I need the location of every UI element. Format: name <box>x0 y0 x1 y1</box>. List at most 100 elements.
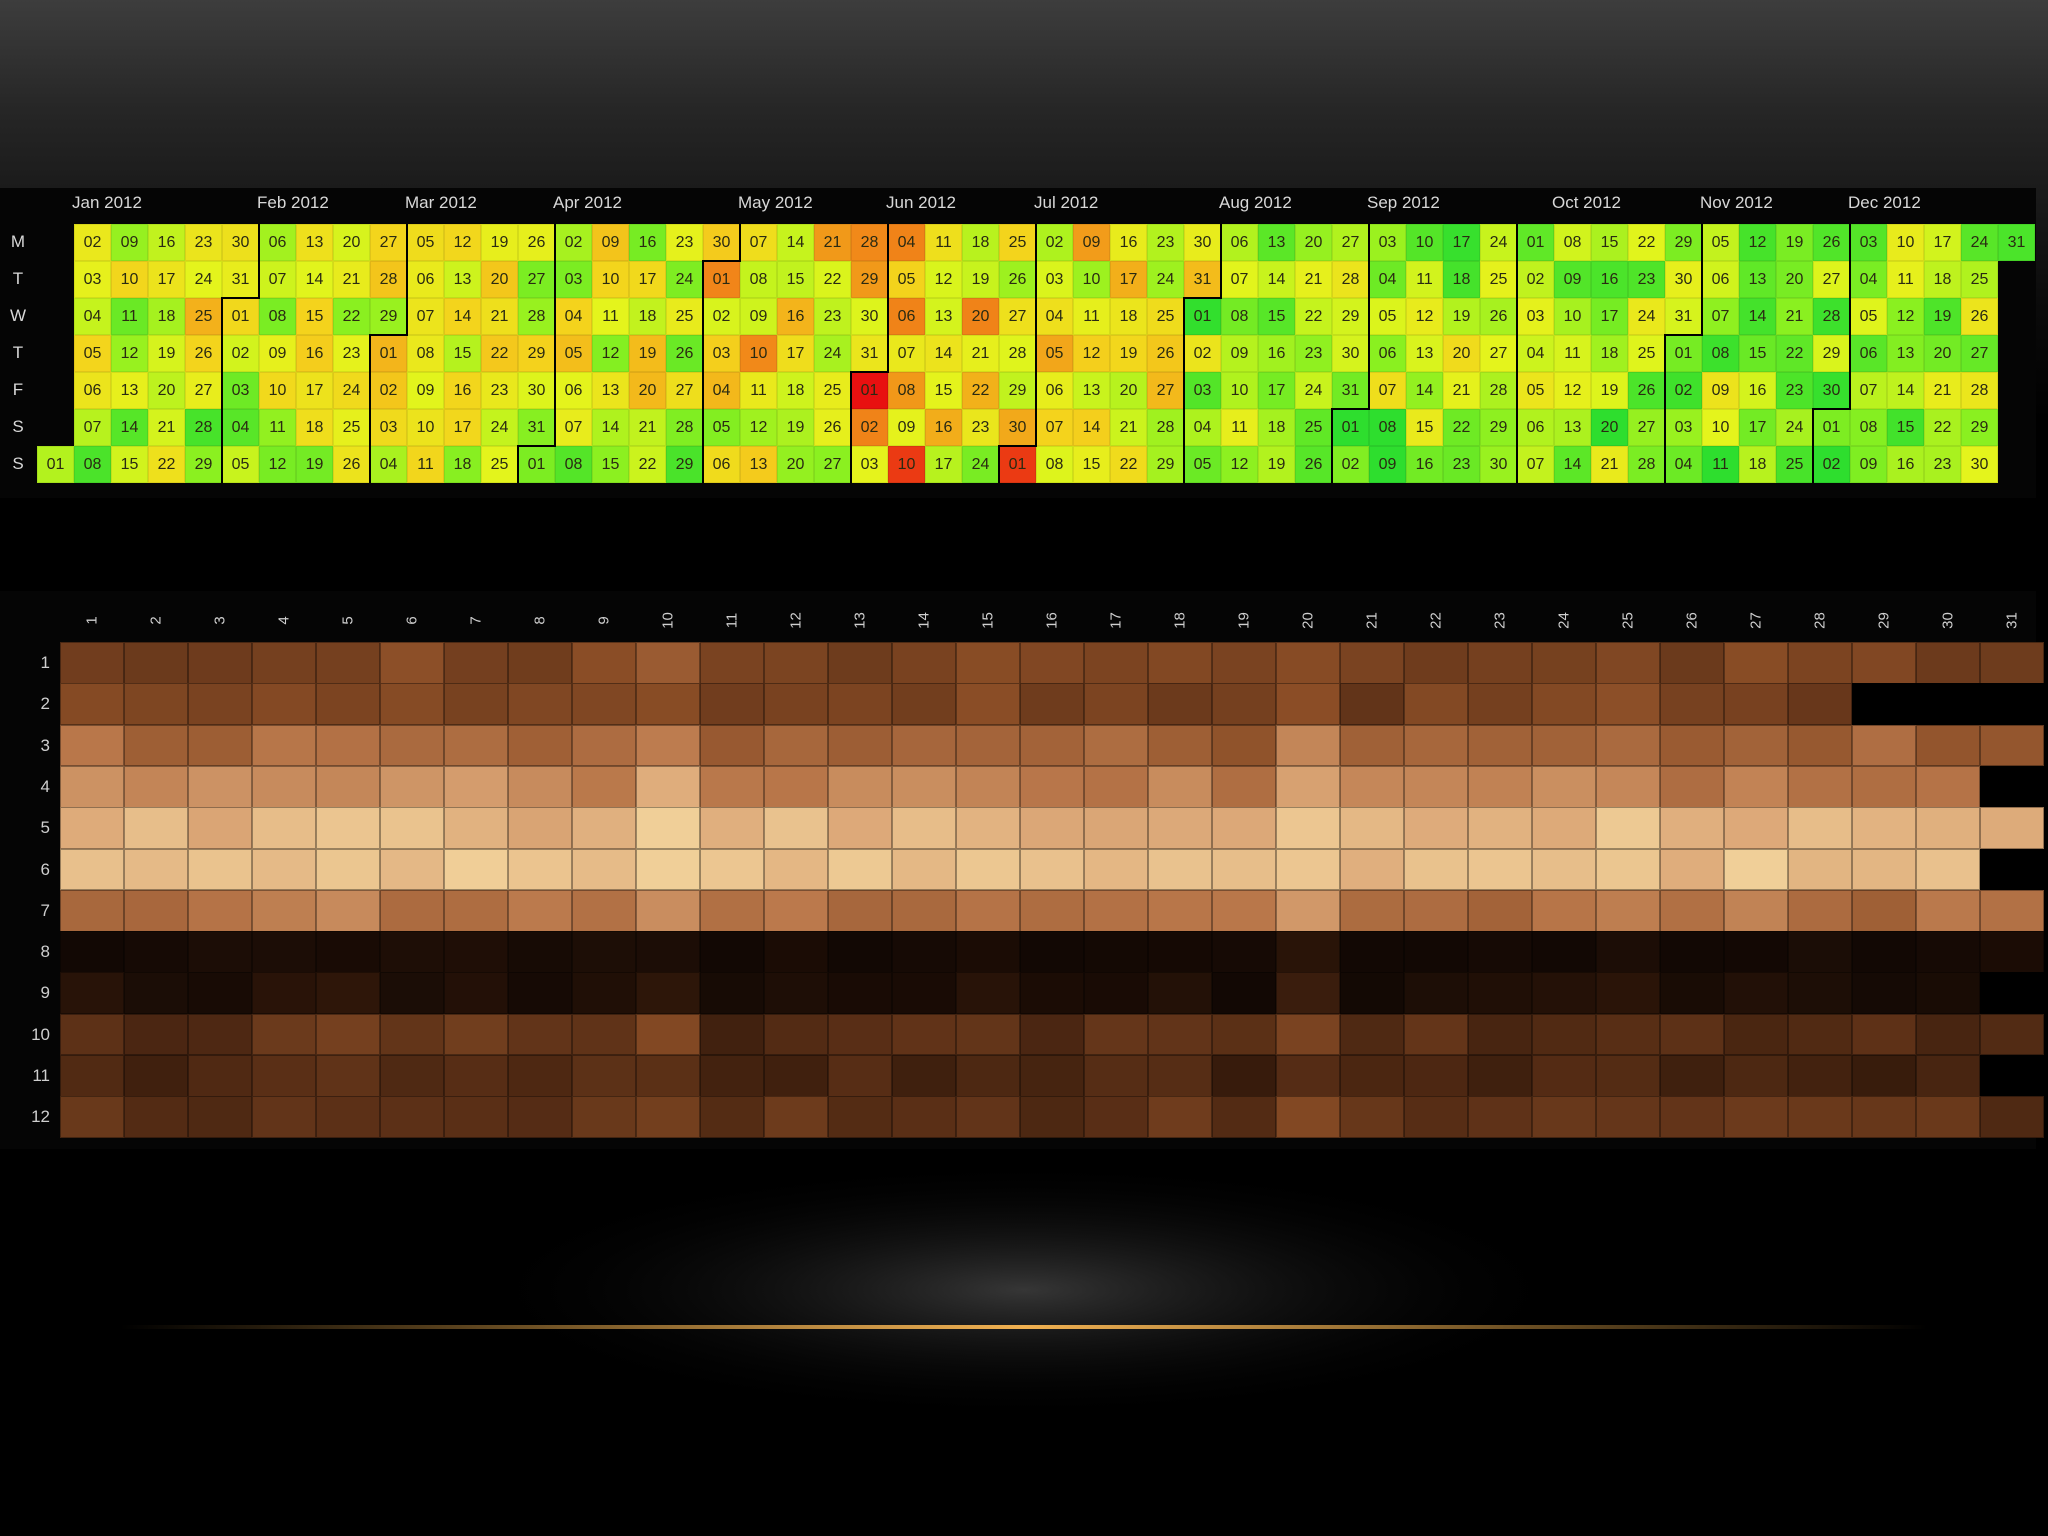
heatmap-cell <box>956 807 1020 849</box>
heatmap-cell <box>1276 931 1340 973</box>
calendar-day-cell: 15 <box>925 372 962 409</box>
calendar-day-cell: 14 <box>444 298 481 335</box>
heatmap-cell <box>1532 972 1596 1015</box>
calendar-day-cell: 29 <box>1665 224 1702 261</box>
calendar-day-cell: 06 <box>555 372 592 409</box>
calendar-day-cell: 02 <box>1517 261 1554 298</box>
heatmap-cell <box>764 1013 828 1056</box>
heatmap-cell <box>956 1096 1020 1139</box>
calendar-day-cell: 08 <box>74 446 111 483</box>
calendar-day-cell: 24 <box>1961 224 1998 261</box>
calendar-day-cell: 28 <box>1147 409 1184 446</box>
column-label: 16 <box>1043 612 1061 629</box>
heatmap-cell <box>508 807 572 849</box>
calendar-day-cell: 01 <box>999 446 1036 483</box>
calendar-day-cell: 04 <box>1517 335 1554 372</box>
heatmap-cell <box>1212 1013 1276 1056</box>
heatmap-cell <box>1148 642 1212 684</box>
calendar-day-cell: 09 <box>1073 224 1110 261</box>
heatmap-cell <box>380 724 444 767</box>
heatmap-cell <box>444 1013 508 1056</box>
heatmap-cell <box>188 1096 252 1139</box>
calendar-day-cell: 01 <box>1665 335 1702 372</box>
calendar-day-cell: 30 <box>518 372 555 409</box>
column-label: 19 <box>1235 612 1253 629</box>
calendar-day-cell: 18 <box>629 298 666 335</box>
heatmap-cell <box>764 724 828 767</box>
heatmap-cell <box>1916 972 1980 1015</box>
heatmap-cell <box>700 683 764 726</box>
column-label: 4 <box>275 616 293 625</box>
calendar-day-cell: 10 <box>592 261 629 298</box>
heatmap-cell <box>188 1013 252 1056</box>
heatmap-cell <box>700 1096 764 1139</box>
heatmap-cell <box>1660 1096 1724 1139</box>
heatmap-cell <box>252 931 316 973</box>
calendar-day-cell: 23 <box>1628 261 1665 298</box>
heatmap-cell <box>1148 1096 1212 1139</box>
calendar-day-cell: 04 <box>222 409 259 446</box>
heatmap-cell <box>700 848 764 891</box>
column-label: 7 <box>467 616 485 625</box>
month-label: Feb 2012 <box>257 193 329 212</box>
heatmap-cell <box>700 972 764 1015</box>
calendar-day-cell: 17 <box>1591 298 1628 335</box>
heatmap-cell <box>764 889 828 932</box>
heatmap-cell <box>1788 765 1852 808</box>
calendar-day-cell: 11 <box>1221 409 1258 446</box>
calendar-day-cell: 05 <box>1702 224 1739 261</box>
heatmap-cell <box>1852 683 1916 726</box>
calendar-day-cell: 23 <box>1295 335 1332 372</box>
row-label: 5 <box>40 818 50 838</box>
calendar-day-cell: 11 <box>1702 446 1739 483</box>
calendar-day-cell: 21 <box>1110 409 1147 446</box>
calendar-day-cell: 09 <box>1850 446 1887 483</box>
heatmap-cell <box>60 848 124 891</box>
heatmap-cell <box>1724 683 1788 726</box>
calendar-day-cell: 22 <box>814 261 851 298</box>
heatmap-cell <box>572 724 636 767</box>
heatmap-cell <box>892 889 956 932</box>
calendar-day-cell: 01 <box>37 446 74 483</box>
heatmap-cell <box>700 724 764 767</box>
heatmap-cell <box>188 765 252 808</box>
month-label: Nov 2012 <box>1700 193 1773 212</box>
heatmap-cell <box>316 889 380 932</box>
heatmap-cell <box>892 1055 956 1097</box>
calendar-day-cell: 09 <box>259 335 296 372</box>
heatmap-cell <box>508 972 572 1015</box>
heatmap-cell <box>1980 683 2044 726</box>
heatmap-cell <box>1020 807 1084 849</box>
heatmap-cell <box>380 1055 444 1097</box>
calendar-day-cell: 20 <box>1776 261 1813 298</box>
calendar-day-cell: 31 <box>222 261 259 298</box>
heatmap-cell <box>572 972 636 1015</box>
calendar-day-cell: 10 <box>1887 224 1924 261</box>
heatmap-cell <box>1276 807 1340 849</box>
calendar-day-cell: 30 <box>1961 446 1998 483</box>
heatmap-cell <box>1148 848 1212 891</box>
heatmap-cell <box>188 931 252 973</box>
calendar-day-cell: 20 <box>1443 335 1480 372</box>
calendar-day-cell: 20 <box>629 372 666 409</box>
heatmap-cell <box>1468 683 1532 726</box>
calendar-day-cell: 02 <box>74 224 111 261</box>
heatmap-cell <box>444 765 508 808</box>
calendar-day-cell: 19 <box>1924 298 1961 335</box>
month-separator <box>1849 224 1851 409</box>
heatmap-cell <box>1404 972 1468 1015</box>
calendar-day-cell: 20 <box>962 298 999 335</box>
column-label: 24 <box>1555 612 1573 629</box>
heatmap-cell <box>956 724 1020 767</box>
calendar-day-cell: 23 <box>333 335 370 372</box>
calendar-day-cell: 22 <box>148 446 185 483</box>
calendar-day-cell: 09 <box>1221 335 1258 372</box>
heatmap-cell <box>188 972 252 1015</box>
month-separator <box>1701 224 1703 335</box>
heatmap-cell <box>1212 683 1276 726</box>
month-separator <box>850 372 852 483</box>
heatmap-cell <box>60 807 124 849</box>
heatmap-cell <box>1276 889 1340 932</box>
calendar-day-cell: 25 <box>1480 261 1517 298</box>
calendar-day-cell: 27 <box>666 372 703 409</box>
